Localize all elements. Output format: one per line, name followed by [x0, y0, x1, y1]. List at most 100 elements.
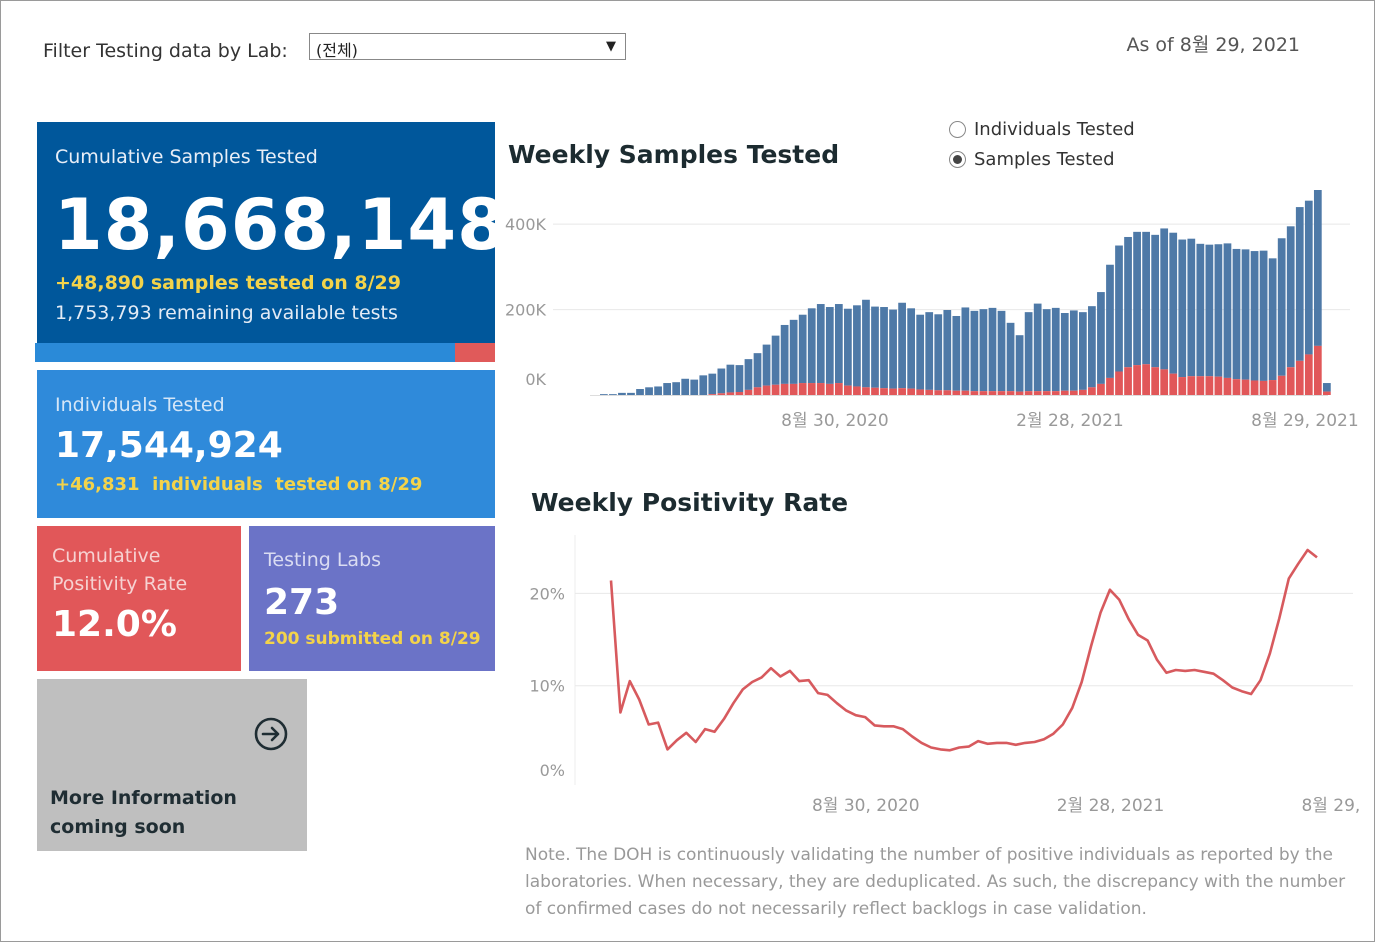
positive-bar: [871, 387, 879, 395]
radio-individuals-tested[interactable]: Individuals Tested: [949, 119, 1135, 140]
samples-bar: [708, 373, 717, 395]
positive-bar: [726, 392, 735, 395]
testing-labs-label: Testing Labs: [264, 549, 382, 571]
samples-bar: [1033, 303, 1042, 392]
y-tick-label: 20%: [529, 584, 565, 603]
samples-bar: [1160, 228, 1169, 370]
samples-bar: [663, 383, 671, 395]
samples-bar: [780, 324, 789, 384]
x-tick-label: 8월 30, 2020: [812, 796, 920, 816]
weekly-positivity-title: Weekly Positivity Rate: [531, 488, 849, 517]
samples-bar: [1187, 238, 1196, 377]
positive-bar: [1178, 377, 1187, 395]
positive-bar: [1088, 387, 1096, 395]
samples-bar: [1142, 231, 1150, 365]
remaining-tests: 1,753,793 remaining available tests: [55, 302, 398, 324]
individuals-tested-label: Individuals Tested: [55, 394, 225, 416]
samples-bar: [726, 364, 735, 393]
positive-bar: [834, 383, 843, 395]
samples-bar: [925, 312, 934, 390]
positive-bar: [753, 387, 762, 395]
samples-bar: [1024, 312, 1033, 392]
positive-bar: [853, 386, 861, 395]
samples-bar: [871, 306, 879, 388]
samples-bar: [1106, 264, 1114, 378]
positive-bar: [717, 393, 726, 395]
samples-bar: [898, 302, 906, 389]
capacity-remaining-fill: [455, 343, 495, 362]
y-tick-label: 10%: [529, 677, 565, 696]
samples-bar: [1169, 232, 1178, 374]
positive-bar: [1304, 354, 1313, 395]
positive-bar: [1033, 391, 1042, 395]
samples-bar: [844, 308, 852, 386]
arrow-right-circle-icon[interactable]: [254, 717, 288, 751]
positive-bar: [970, 391, 979, 395]
samples-bar: [1313, 190, 1322, 346]
positive-bar: [1142, 364, 1150, 395]
lab-filter-dropdown[interactable]: (전체) ▼: [309, 33, 626, 60]
positivity-line: [609, 548, 1318, 752]
cumulative-samples-tile: Cumulative Samples Tested 18,668,148 +48…: [37, 122, 506, 344]
samples-bar: [807, 308, 816, 384]
footnote: Note. The DOH is continuously validating…: [525, 845, 1346, 919]
samples-bar: [1295, 207, 1304, 361]
samples-bar: [1078, 312, 1087, 390]
capacity-used-fill: [35, 343, 456, 362]
samples-bar: [1115, 245, 1123, 372]
positivity-rate-value: 12.0%: [52, 604, 177, 645]
samples-bar: [1133, 231, 1141, 366]
positive-bar: [1006, 391, 1015, 395]
radio-label: Individuals Tested: [974, 119, 1135, 140]
testing-capacity-bar: [35, 343, 495, 362]
samples-bar: [1241, 249, 1250, 380]
positive-bar: [1106, 377, 1114, 395]
positive-bar: [1268, 380, 1277, 395]
x-tick-label: 2월 28, 2021: [1057, 796, 1165, 816]
positive-bar: [1078, 389, 1087, 395]
positive-bar: [907, 388, 916, 395]
radio-button-selected-icon[interactable]: [949, 151, 966, 168]
positive-bar: [744, 389, 753, 395]
positive-bar: [1160, 369, 1169, 395]
positive-bar: [1015, 391, 1024, 395]
positive-bar: [735, 392, 744, 395]
samples-bar: [1060, 313, 1069, 391]
more-information-tile[interactable]: More Information coming soon: [37, 679, 307, 851]
testing-labs-value: 273: [264, 582, 340, 623]
positive-bar: [916, 389, 925, 395]
samples-bar: [1196, 243, 1205, 377]
samples-bar: [681, 378, 690, 395]
positive-bar: [1295, 360, 1304, 395]
samples-bar: [1268, 258, 1277, 381]
positive-bar: [1196, 376, 1205, 395]
positive-bar: [1124, 367, 1132, 395]
y-tick-label: 400K: [505, 215, 547, 234]
positive-bar: [825, 383, 834, 395]
positive-bar: [816, 383, 825, 395]
samples-bar: [862, 299, 870, 388]
radio-button-icon[interactable]: [949, 121, 966, 138]
positive-bar: [780, 383, 789, 395]
samples-bar: [816, 304, 825, 384]
positive-bar: [979, 391, 988, 395]
positive-bar: [1323, 391, 1331, 395]
positive-bar: [1042, 391, 1051, 395]
more-information-label: More Information coming soon: [50, 787, 237, 838]
y-tick-label: 200K: [505, 301, 547, 320]
x-tick-label: 8월 29, 2021: [1251, 411, 1359, 431]
x-tick-label: 8월 29, 2021: [1301, 796, 1365, 816]
radio-samples-tested[interactable]: Samples Tested: [949, 149, 1115, 170]
positive-bar: [844, 385, 852, 395]
samples-bar: [1051, 307, 1060, 392]
positive-bar: [961, 390, 970, 395]
positive-bar: [771, 384, 780, 395]
positive-bar: [1241, 379, 1250, 395]
samples-bar: [699, 375, 708, 395]
cumulative-samples-value: 18,668,148: [54, 184, 507, 266]
samples-bar: [1069, 310, 1078, 391]
y-tick-label: 0%: [540, 761, 565, 780]
individuals-tested-value: 17,544,924: [55, 425, 283, 466]
positive-bar: [862, 387, 870, 395]
samples-bar: [717, 368, 726, 394]
